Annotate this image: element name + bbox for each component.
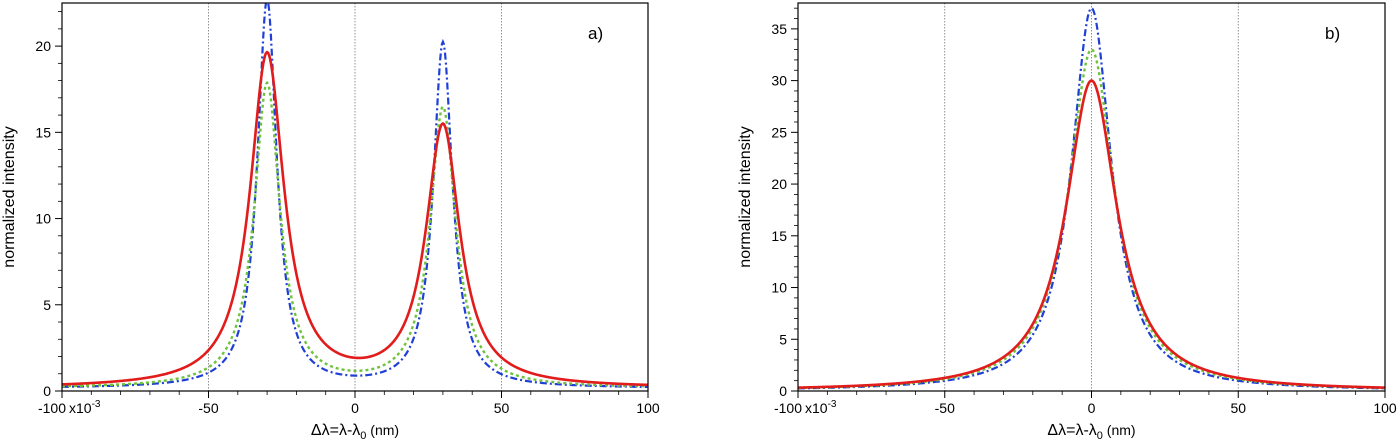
y-tick-label: 5	[779, 331, 787, 347]
x-scale-note: x10-3	[69, 399, 101, 416]
x-axis-title: Δλ=λ-λ0 (nm)	[311, 422, 399, 442]
y-tick-label: 0	[43, 383, 51, 399]
series-dashdot-line	[798, 6, 1385, 390]
x-tick-label: 50	[494, 400, 510, 416]
y-tick-label: 10	[35, 211, 51, 227]
x-tick-label: 100	[636, 400, 660, 416]
y-tick-label: 35	[771, 21, 787, 37]
panel-label: b)	[1325, 24, 1340, 43]
chart-panel-b: -100 -50 0 50 100 x10-3 0 5 10 15 20 25 30 35 normaliz…	[737, 2, 1397, 442]
series-solid-line	[62, 50, 648, 387]
series-dotted-line	[62, 80, 648, 388]
series-dashdot-line	[62, 3, 648, 389]
y-tick-label: 20	[771, 176, 787, 192]
x-tick-label: 100	[1373, 400, 1397, 416]
y-tick-label: 15	[771, 228, 787, 244]
x-scale-note: x10-3	[805, 399, 837, 416]
x-axis-title: Δλ=λ-λ0 (nm)	[1047, 422, 1135, 442]
series-solid-line	[798, 79, 1385, 389]
chart-panel-a: -100 -50 0 50 100 x10-3 0 5 10 15 20 normalized int…	[1, 2, 660, 442]
x-tick-label: 0	[351, 400, 359, 416]
y-axis-title: normalized intensity	[1, 126, 18, 267]
y-tick-label: 30	[771, 73, 787, 89]
y-tick-label: 25	[771, 124, 787, 140]
y-tick-label: 0	[779, 383, 787, 399]
x-tick-label: -100	[774, 400, 802, 416]
panel-label: a)	[588, 24, 603, 43]
y-tick-label: 15	[35, 124, 51, 140]
x-tick-label: 0	[1088, 400, 1096, 416]
x-tick-label: -50	[935, 400, 955, 416]
x-tick-label: 50	[1230, 400, 1246, 416]
y-axis-title: normalized intensity	[737, 126, 754, 267]
y-tick-label: 10	[771, 280, 787, 296]
y-tick-label: 20	[35, 38, 51, 54]
x-tick-label: -100	[38, 400, 66, 416]
y-tick-label: 5	[43, 297, 51, 313]
x-tick-label: -50	[198, 400, 218, 416]
